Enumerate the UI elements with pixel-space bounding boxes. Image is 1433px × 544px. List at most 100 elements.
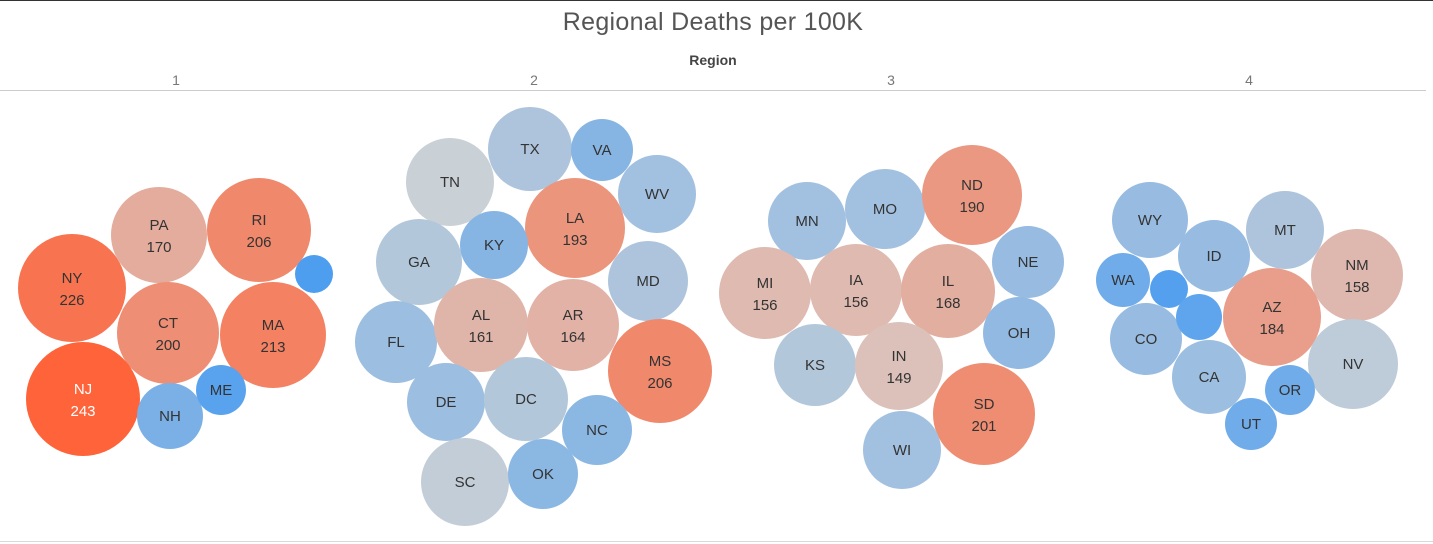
bubble-ks[interactable]: KS — [774, 324, 856, 406]
bubble-nc[interactable]: NC — [562, 395, 632, 465]
bubble-circle-nd[interactable] — [922, 145, 1022, 245]
bubble-circle-la[interactable] — [525, 178, 625, 278]
bubble-ny[interactable]: NY 226 — [18, 234, 126, 342]
bubble-or[interactable]: OR — [1265, 365, 1315, 415]
bubble-circle-unlabeled-0-8[interactable] — [295, 255, 333, 293]
bubble-circle-nc[interactable] — [562, 395, 632, 465]
bubble-sc[interactable]: SC — [421, 438, 509, 526]
bubble-ut[interactable]: UT — [1225, 398, 1277, 450]
bubble-circle-ky[interactable] — [460, 211, 528, 279]
bubble-circle-id[interactable] — [1178, 220, 1250, 292]
bubble-nj[interactable]: NJ 243 — [26, 342, 140, 456]
bubble-circle-dc[interactable] — [484, 357, 568, 441]
bubble-circle-wy[interactable] — [1112, 182, 1188, 258]
bubble-circle-sd[interactable] — [933, 363, 1035, 465]
bubble-circle-md[interactable] — [608, 241, 688, 321]
bubble-nv[interactable]: NV — [1308, 319, 1398, 409]
bubble-circle-ut[interactable] — [1225, 398, 1277, 450]
bubble-ia[interactable]: IA 156 — [810, 244, 902, 336]
bubble-circle-mt[interactable] — [1246, 191, 1324, 269]
bubble-ar[interactable]: AR 164 — [527, 279, 619, 371]
bubble-circle-ri[interactable] — [207, 178, 311, 282]
bubble-ms[interactable]: MS 206 — [608, 319, 712, 423]
bubble-ky[interactable]: KY — [460, 211, 528, 279]
bubble-me[interactable]: ME — [196, 365, 246, 415]
bubble-il[interactable]: IL 168 — [901, 244, 995, 338]
bubble-circle-ga[interactable] — [376, 219, 462, 305]
bubble-circle-az[interactable] — [1223, 268, 1321, 366]
bubble-circle-or[interactable] — [1265, 365, 1315, 415]
bubble-circle-ks[interactable] — [774, 324, 856, 406]
bubble-la[interactable]: LA 193 — [525, 178, 625, 278]
bubble-circle-ar[interactable] — [527, 279, 619, 371]
bubble-mi[interactable]: MI 156 — [719, 247, 811, 339]
bubble-fl[interactable]: FL — [355, 301, 437, 383]
bubble-circle-oh[interactable] — [983, 297, 1055, 369]
bubble-md[interactable]: MD — [608, 241, 688, 321]
bubble-al[interactable]: AL 161 — [434, 278, 528, 372]
bubble-circle-de[interactable] — [407, 363, 485, 441]
bubble-circle-wi[interactable] — [863, 411, 941, 489]
bubble-mo[interactable]: MO — [845, 169, 925, 249]
bubble-circle-wa[interactable] — [1096, 253, 1150, 307]
bubble-unlabeled-0-8[interactable] — [295, 255, 333, 293]
bubble-mt[interactable]: MT — [1246, 191, 1324, 269]
bubble-circle-ms[interactable] — [608, 319, 712, 423]
bubble-circle-nj[interactable] — [26, 342, 140, 456]
bubble-ok[interactable]: OK — [508, 439, 578, 509]
bubble-in[interactable]: IN 149 — [855, 322, 943, 410]
bubble-ma[interactable]: MA 213 — [220, 282, 326, 388]
bubble-circle-mo[interactable] — [845, 169, 925, 249]
bubble-circle-al[interactable] — [434, 278, 528, 372]
bubble-circle-pa[interactable] — [111, 187, 207, 283]
bubble-ca[interactable]: CA — [1172, 340, 1246, 414]
bubble-nh[interactable]: NH — [137, 383, 203, 449]
bubble-ne[interactable]: NE — [992, 226, 1064, 298]
bubble-circle-co[interactable] — [1110, 303, 1182, 375]
bubble-circle-fl[interactable] — [355, 301, 437, 383]
bubble-circle-sc[interactable] — [421, 438, 509, 526]
bubble-circle-ia[interactable] — [810, 244, 902, 336]
bubble-id[interactable]: ID — [1178, 220, 1250, 292]
bubble-circle-va[interactable] — [571, 119, 633, 181]
bubble-pa[interactable]: PA 170 — [111, 187, 207, 283]
bubble-circle-unlabeled-3-5[interactable] — [1150, 270, 1188, 308]
bubble-circle-il[interactable] — [901, 244, 995, 338]
bubble-circle-ca[interactable] — [1172, 340, 1246, 414]
bubble-circle-mn[interactable] — [768, 182, 846, 260]
bubble-circle-ok[interactable] — [508, 439, 578, 509]
bubble-nm[interactable]: NM 158 — [1311, 229, 1403, 321]
bubble-mn[interactable]: MN — [768, 182, 846, 260]
bubble-ri[interactable]: RI 206 — [207, 178, 311, 282]
bubble-circle-wv[interactable] — [618, 155, 696, 233]
bubble-circle-ny[interactable] — [18, 234, 126, 342]
bubble-az[interactable]: AZ 184 — [1223, 268, 1321, 366]
bubble-ct[interactable]: CT 200 — [117, 282, 219, 384]
bubble-de[interactable]: DE — [407, 363, 485, 441]
bubble-tn[interactable]: TN — [406, 138, 494, 226]
bubble-tx[interactable]: TX — [488, 107, 572, 191]
bubble-circle-me[interactable] — [196, 365, 246, 415]
bubble-wy[interactable]: WY — [1112, 182, 1188, 258]
bubble-wi[interactable]: WI — [863, 411, 941, 489]
bubble-circle-nh[interactable] — [137, 383, 203, 449]
bubble-va[interactable]: VA — [571, 119, 633, 181]
bubble-unlabeled-3-5[interactable] — [1150, 270, 1188, 308]
bubble-circle-nm[interactable] — [1311, 229, 1403, 321]
bubble-ga[interactable]: GA — [376, 219, 462, 305]
bubble-unlabeled-3-8[interactable] — [1176, 294, 1222, 340]
bubble-circle-nv[interactable] — [1308, 319, 1398, 409]
bubble-circle-mi[interactable] — [719, 247, 811, 339]
bubble-sd[interactable]: SD 201 — [933, 363, 1035, 465]
bubble-circle-tn[interactable] — [406, 138, 494, 226]
bubble-circle-in[interactable] — [855, 322, 943, 410]
bubble-wv[interactable]: WV — [618, 155, 696, 233]
bubble-nd[interactable]: ND 190 — [922, 145, 1022, 245]
bubble-circle-tx[interactable] — [488, 107, 572, 191]
bubble-circle-ma[interactable] — [220, 282, 326, 388]
bubble-wa[interactable]: WA — [1096, 253, 1150, 307]
bubble-co[interactable]: CO — [1110, 303, 1182, 375]
bubble-circle-ne[interactable] — [992, 226, 1064, 298]
bubble-circle-unlabeled-3-8[interactable] — [1176, 294, 1222, 340]
bubble-oh[interactable]: OH — [983, 297, 1055, 369]
